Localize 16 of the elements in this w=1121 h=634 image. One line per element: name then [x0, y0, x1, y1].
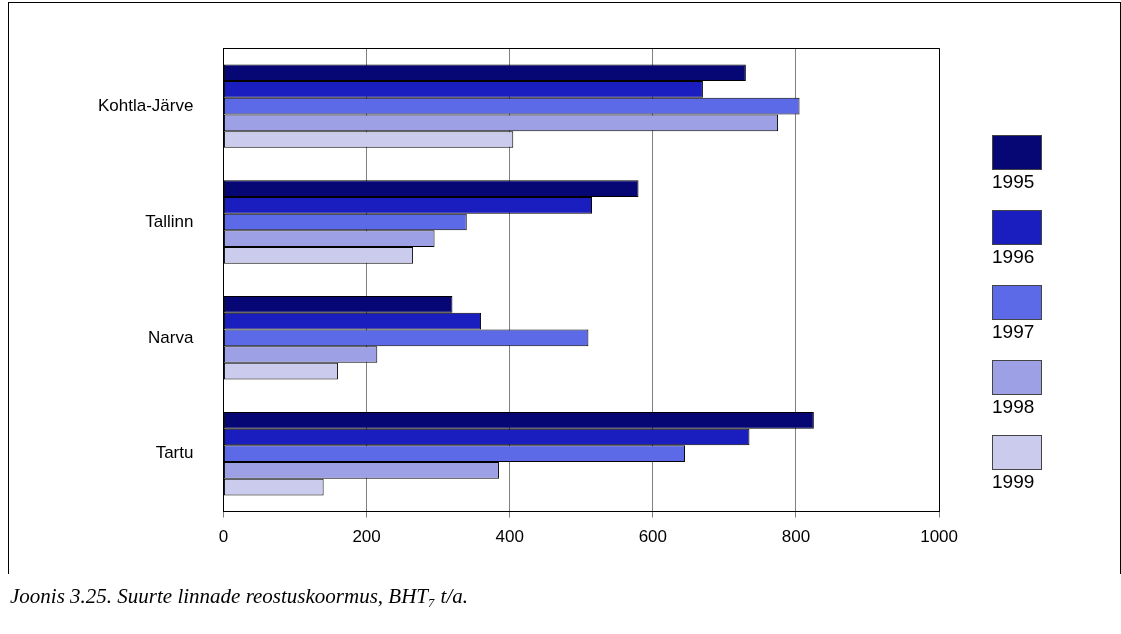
legend-label: 1996: [992, 246, 1035, 268]
x-tick-label: 800: [781, 527, 811, 547]
y-tick-label: Narva: [148, 327, 194, 347]
text: Joonis 3.25. Suurte linnade reostuskoormus, BHT₇ t/a.: [10, 584, 469, 609]
x-tick-label: 600: [638, 527, 668, 547]
y-tick-label: Tallinn: [145, 211, 194, 231]
x-tick-label: 0: [218, 527, 229, 547]
legend-label: 1997: [992, 321, 1035, 343]
x-tick-label: 400: [495, 527, 524, 547]
y-tick-label: Tartu: [155, 443, 194, 463]
x-tick-label: 1000: [920, 527, 958, 547]
x-tick-label: 200: [352, 527, 381, 547]
legend-label: 1998: [992, 396, 1035, 418]
legend-label: 1995: [992, 171, 1035, 193]
y-tick-label: Kohtla-Järve: [98, 95, 194, 115]
legend-label: 1999: [992, 471, 1035, 493]
